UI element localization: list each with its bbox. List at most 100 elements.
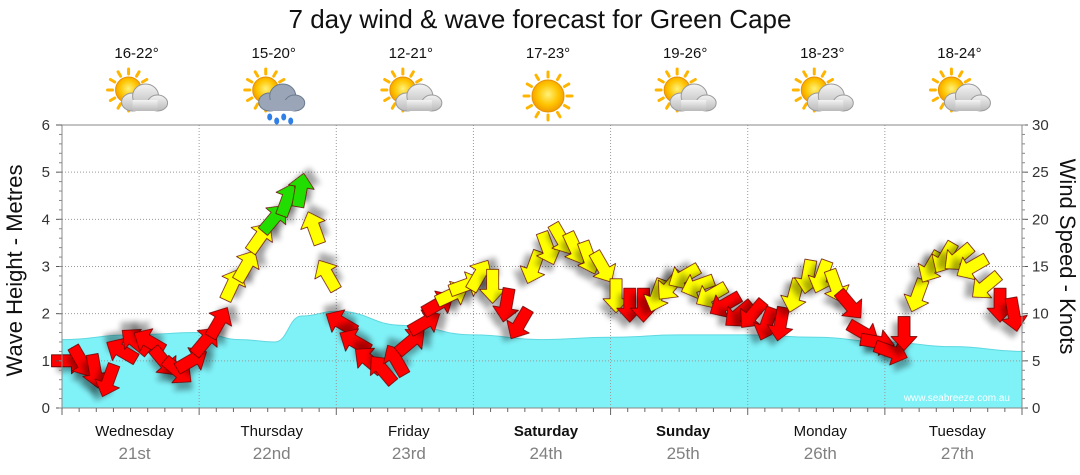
sun-ray xyxy=(562,104,571,110)
wind-arrow xyxy=(479,268,507,304)
cloud-icon xyxy=(395,83,443,112)
right-tick-label: 0 xyxy=(1032,400,1040,417)
cloud-icon xyxy=(669,83,717,112)
sun-ray xyxy=(246,78,254,84)
sun-ray xyxy=(802,102,808,110)
sun-ray xyxy=(409,70,415,78)
sun-ray xyxy=(140,78,149,84)
temperature-range: 12-21° xyxy=(389,45,433,62)
day-date-label: 24th xyxy=(529,444,562,463)
sun-ray xyxy=(272,70,278,78)
wind-arrow xyxy=(492,287,519,323)
wind-arrow xyxy=(519,249,546,284)
sun-ray xyxy=(383,96,391,102)
day-name-label: Friday xyxy=(388,423,430,440)
left-tick-label: 1 xyxy=(42,353,50,370)
temperature-range: 19-26° xyxy=(663,45,707,62)
sun-ray xyxy=(556,73,562,82)
sun-ray xyxy=(657,78,665,84)
wind-arrow xyxy=(740,297,769,328)
day-date-label: 27th xyxy=(941,444,974,463)
wind-arrow-shape xyxy=(106,337,140,365)
temperature-range: 17-23° xyxy=(526,45,570,62)
wind-arrow-shape xyxy=(406,309,441,337)
day-name-label: Thursday xyxy=(240,423,303,440)
sun-ray xyxy=(963,78,972,84)
wind-arrow xyxy=(369,356,399,387)
sun-ray xyxy=(415,78,423,84)
sun-ray xyxy=(957,70,964,78)
wind-arrow-shape xyxy=(696,281,730,309)
wind-arrow-shape xyxy=(232,250,260,284)
day-name-label: Tuesday xyxy=(929,423,986,440)
left-tick-label: 0 xyxy=(42,400,50,417)
right-tick-label: 10 xyxy=(1032,306,1049,323)
sun-ray xyxy=(534,73,540,82)
wind-arrow xyxy=(300,211,326,247)
wind-arrow-shape xyxy=(393,329,425,358)
sun-ray xyxy=(657,96,665,102)
wind-arrow-shape xyxy=(94,362,121,398)
cloud-base xyxy=(955,100,981,111)
right-axis-title: Wind Speed - Knots xyxy=(1055,159,1080,355)
wind-arrow xyxy=(506,305,534,340)
sun-ray xyxy=(826,78,834,84)
sun-ray xyxy=(820,70,827,78)
sun-ray xyxy=(683,70,690,78)
wind-arrow xyxy=(668,262,702,290)
sun-ray xyxy=(108,78,117,84)
sun-ray xyxy=(525,104,534,110)
day-date-label: 25th xyxy=(667,444,700,463)
sun-icon xyxy=(522,70,574,122)
sun-ray xyxy=(246,96,254,102)
left-axis-title: Wave Height - Metres xyxy=(2,165,27,377)
wind-arrow-shape xyxy=(903,277,930,313)
cloud-base xyxy=(406,100,432,111)
cloud-icon xyxy=(258,83,306,112)
wind-arrow-shape xyxy=(519,249,546,284)
wind-arrow-shape xyxy=(288,172,315,209)
day-name-label: Monday xyxy=(794,423,848,440)
left-tick-label: 4 xyxy=(42,211,50,228)
sun-ray xyxy=(534,110,540,119)
sun-ray xyxy=(931,78,940,84)
wind-arrow-shape xyxy=(602,278,630,314)
day-date-label: 21st xyxy=(119,444,151,463)
wind-arrow-shape xyxy=(681,273,716,300)
wave-height-line xyxy=(61,310,1023,352)
right-tick-label: 30 xyxy=(1032,117,1049,134)
left-tick-label: 3 xyxy=(42,259,50,276)
day-labels: Wednesday 21st Thursday 22nd Friday 23rd Satur… xyxy=(95,423,986,463)
wind-arrow-shape xyxy=(833,287,863,319)
cloud-base xyxy=(269,100,295,111)
left-tick-label: 2 xyxy=(42,306,50,323)
wind-arrows xyxy=(51,172,1028,398)
wind-arrow xyxy=(325,309,360,337)
day-name-label: Wednesday xyxy=(95,423,174,440)
partly-cloudy-icon xyxy=(791,67,854,113)
temperature-range: 15-20° xyxy=(252,45,296,62)
wind-arrow-shape xyxy=(300,211,326,247)
sun-ray xyxy=(383,78,391,84)
right-tick-label: 5 xyxy=(1032,353,1040,370)
cloud-icon xyxy=(806,83,854,112)
chart-title: 7 day wind & wave forecast for Green Cap… xyxy=(288,4,792,34)
wind-arrow-shape xyxy=(588,249,617,283)
cloud-icon xyxy=(121,83,169,112)
right-tick-label: 15 xyxy=(1032,259,1049,276)
sun-ray xyxy=(253,70,260,78)
wind-arrow xyxy=(833,287,863,319)
sun-ray xyxy=(562,82,571,88)
sun-ray xyxy=(390,70,397,78)
wave-height-area xyxy=(62,311,1022,408)
wind-arrow xyxy=(766,305,794,342)
wind-arrow xyxy=(602,278,630,314)
sun-ray xyxy=(665,70,671,78)
temperature-range: 18-23° xyxy=(800,45,844,62)
wind-arrow-shape xyxy=(204,307,233,341)
sun-ray xyxy=(939,70,945,78)
wind-arrow xyxy=(780,277,807,313)
wind-arrow xyxy=(807,258,834,294)
showers-icon xyxy=(243,67,306,125)
